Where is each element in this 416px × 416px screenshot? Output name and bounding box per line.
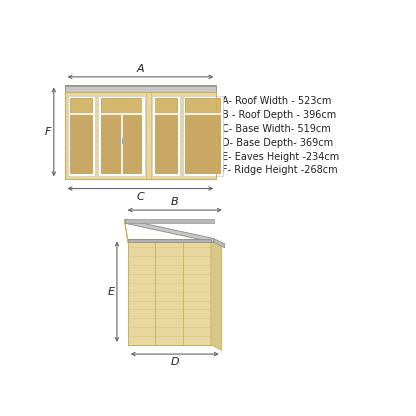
Polygon shape [211, 238, 222, 350]
Bar [152, 96, 180, 176]
Bar [64, 92, 216, 179]
Bar [186, 114, 220, 173]
Text: C: C [136, 192, 144, 202]
Bar [64, 84, 216, 87]
Text: D- Base Depth- 369cm: D- Base Depth- 369cm [223, 138, 334, 148]
Bar [156, 99, 177, 113]
Text: A- Roof Width - 523cm: A- Roof Width - 523cm [223, 96, 332, 106]
Bar [186, 99, 220, 113]
Polygon shape [214, 238, 225, 248]
Bar [125, 219, 214, 223]
Text: D: D [171, 357, 179, 367]
Text: E: E [108, 287, 115, 297]
Bar [146, 92, 151, 179]
Bar [70, 99, 93, 174]
Bar [64, 92, 216, 179]
Bar [102, 99, 141, 113]
Bar [101, 99, 142, 174]
Bar [99, 96, 145, 176]
Bar [128, 238, 211, 345]
Text: B - Roof Depth - 396cm: B - Roof Depth - 396cm [223, 110, 337, 120]
Bar [156, 114, 177, 173]
Bar [102, 114, 141, 173]
Bar [128, 238, 211, 243]
Bar [183, 96, 223, 176]
Text: B: B [171, 197, 178, 207]
Text: F: F [45, 127, 52, 137]
Text: E- Eaves Height -234cm: E- Eaves Height -234cm [223, 151, 340, 161]
Polygon shape [125, 219, 214, 243]
Bar [71, 114, 92, 173]
Bar [71, 99, 92, 113]
Text: C- Base Width- 519cm: C- Base Width- 519cm [223, 124, 331, 134]
Bar [155, 99, 178, 174]
Text: F- Ridge Height -268cm: F- Ridge Height -268cm [223, 166, 338, 176]
Bar [64, 84, 216, 92]
Text: A: A [136, 64, 144, 74]
Bar [68, 96, 95, 176]
Polygon shape [125, 219, 128, 243]
Bar [186, 99, 221, 174]
